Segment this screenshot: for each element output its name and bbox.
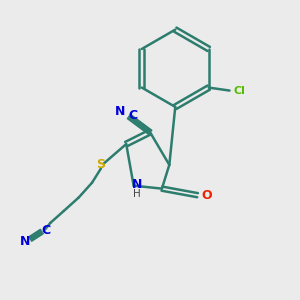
Text: N: N: [20, 235, 30, 248]
Text: Cl: Cl: [233, 85, 245, 96]
Text: N: N: [115, 105, 125, 118]
Text: C: C: [128, 109, 138, 122]
Text: H: H: [133, 189, 141, 199]
Text: N: N: [132, 178, 142, 191]
Text: S: S: [97, 158, 106, 171]
Text: C: C: [41, 224, 50, 237]
Text: O: O: [201, 189, 212, 202]
